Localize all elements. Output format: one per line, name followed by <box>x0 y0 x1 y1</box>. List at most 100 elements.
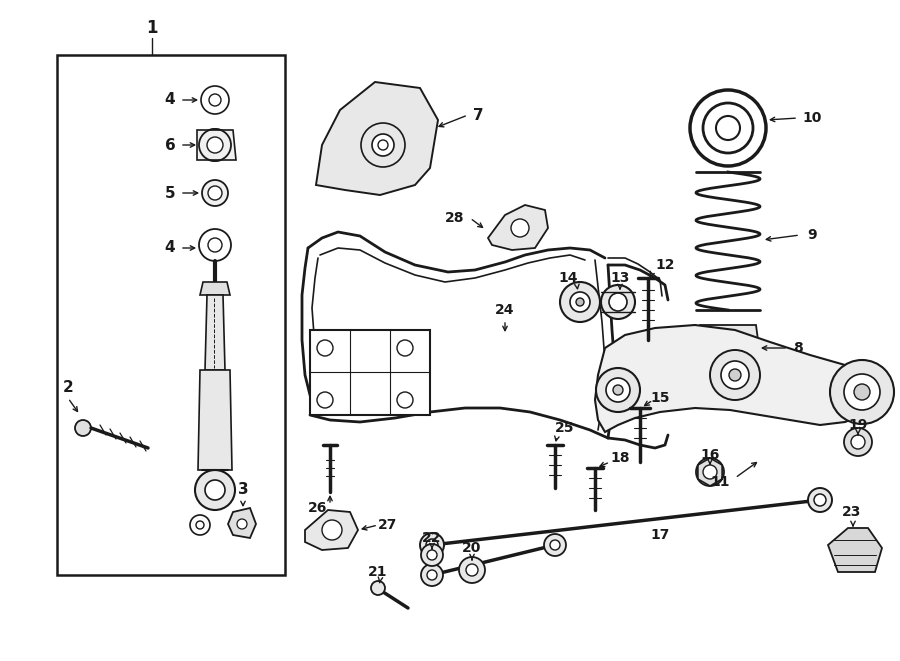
Polygon shape <box>205 295 225 370</box>
Polygon shape <box>828 528 882 572</box>
Text: 5: 5 <box>165 186 176 200</box>
Circle shape <box>596 368 640 412</box>
Circle shape <box>601 285 635 319</box>
Circle shape <box>190 515 210 535</box>
Circle shape <box>830 360 894 424</box>
Polygon shape <box>488 205 548 250</box>
Polygon shape <box>228 508 256 538</box>
Circle shape <box>576 298 584 306</box>
Circle shape <box>466 564 478 576</box>
Circle shape <box>606 378 630 402</box>
Text: 4: 4 <box>165 93 176 108</box>
Circle shape <box>205 480 225 500</box>
Circle shape <box>371 581 385 595</box>
Circle shape <box>459 557 485 583</box>
Circle shape <box>207 137 223 153</box>
Circle shape <box>208 186 222 200</box>
Circle shape <box>550 540 560 550</box>
Text: 26: 26 <box>309 501 328 515</box>
Circle shape <box>570 292 590 312</box>
Polygon shape <box>198 370 232 470</box>
Circle shape <box>372 134 394 156</box>
Circle shape <box>237 519 247 529</box>
Circle shape <box>317 340 333 356</box>
Circle shape <box>378 140 388 150</box>
Circle shape <box>397 392 413 408</box>
Circle shape <box>75 420 91 436</box>
Circle shape <box>544 534 566 556</box>
Text: 6: 6 <box>165 137 176 153</box>
Circle shape <box>844 374 880 410</box>
Text: 9: 9 <box>807 228 817 242</box>
Circle shape <box>696 458 724 486</box>
Circle shape <box>426 539 438 551</box>
Text: 24: 24 <box>495 303 515 317</box>
Circle shape <box>196 521 204 529</box>
Text: 2: 2 <box>63 381 74 395</box>
Circle shape <box>195 470 235 510</box>
Circle shape <box>427 550 437 560</box>
Circle shape <box>202 180 228 206</box>
Circle shape <box>421 544 443 566</box>
Polygon shape <box>200 282 230 295</box>
Text: 27: 27 <box>378 518 398 532</box>
Circle shape <box>199 229 231 261</box>
Circle shape <box>844 428 872 456</box>
Text: 21: 21 <box>368 565 388 579</box>
Circle shape <box>729 369 741 381</box>
Text: 15: 15 <box>650 391 670 405</box>
Circle shape <box>209 94 221 106</box>
Circle shape <box>609 293 627 311</box>
Text: 7: 7 <box>472 108 483 122</box>
Circle shape <box>721 361 749 389</box>
Text: 1: 1 <box>146 19 158 37</box>
Text: 8: 8 <box>793 341 803 355</box>
Polygon shape <box>698 325 758 385</box>
Text: 23: 23 <box>842 505 861 519</box>
Circle shape <box>716 116 740 140</box>
Circle shape <box>421 564 443 586</box>
Text: 19: 19 <box>849 418 868 432</box>
Circle shape <box>814 494 826 506</box>
Polygon shape <box>305 510 358 550</box>
Text: 12: 12 <box>655 258 675 272</box>
Circle shape <box>397 340 413 356</box>
Text: 18: 18 <box>610 451 630 465</box>
Text: 14: 14 <box>558 271 578 285</box>
Text: 11: 11 <box>710 475 730 489</box>
Circle shape <box>851 435 865 449</box>
Text: 28: 28 <box>446 211 464 225</box>
Circle shape <box>420 533 444 557</box>
Circle shape <box>710 350 760 400</box>
Polygon shape <box>316 82 438 195</box>
Text: 22: 22 <box>422 531 442 545</box>
Circle shape <box>208 238 222 252</box>
Polygon shape <box>595 325 878 432</box>
Text: 17: 17 <box>651 528 670 542</box>
Circle shape <box>690 90 766 166</box>
Circle shape <box>560 282 600 322</box>
Circle shape <box>613 385 623 395</box>
Circle shape <box>427 570 437 580</box>
Bar <box>57 55 285 575</box>
Text: 13: 13 <box>610 271 630 285</box>
Circle shape <box>854 384 870 400</box>
Text: 25: 25 <box>555 421 575 435</box>
Circle shape <box>317 392 333 408</box>
Circle shape <box>206 136 224 154</box>
Text: 10: 10 <box>802 111 822 125</box>
Circle shape <box>808 488 832 512</box>
Text: 3: 3 <box>238 483 248 498</box>
Circle shape <box>511 219 529 237</box>
Circle shape <box>199 129 231 161</box>
Circle shape <box>322 520 342 540</box>
Bar <box>310 330 430 415</box>
Circle shape <box>703 103 753 153</box>
Text: 4: 4 <box>165 241 176 256</box>
Circle shape <box>201 86 229 114</box>
Text: 16: 16 <box>700 448 720 462</box>
Circle shape <box>703 465 717 479</box>
Text: 20: 20 <box>463 541 482 555</box>
Polygon shape <box>197 130 236 160</box>
Circle shape <box>361 123 405 167</box>
